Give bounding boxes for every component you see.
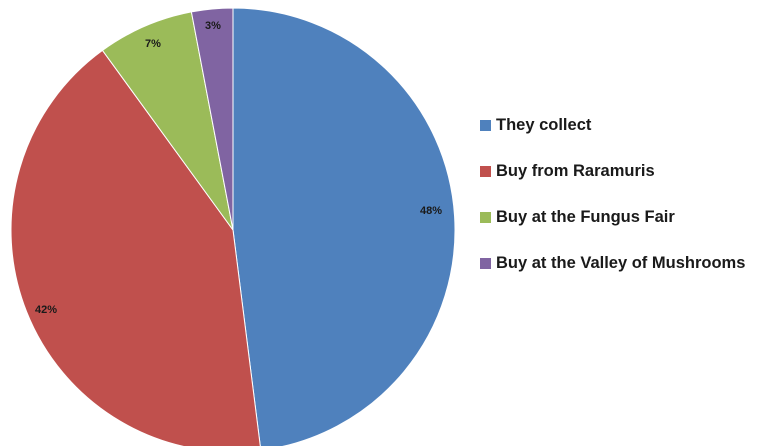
legend-swatch — [480, 119, 491, 131]
pie-slices — [10, 7, 456, 446]
pie-data-labels: 48% 42% 7% 3% — [35, 20, 442, 316]
slice-data-label: 7% — [145, 38, 161, 50]
legend-item: Buy at the Fungus Fair — [480, 206, 745, 228]
legend-label: Buy at the Fungus Fair — [496, 207, 675, 226]
pie-slice-4 — [190, 7, 234, 231]
legend-item: Buy from Raramuris — [480, 160, 745, 182]
legend-label: Buy at the Valley of Mushrooms — [496, 253, 746, 272]
chart-legend: They collect Buy from Raramuris Buy at the… — [480, 114, 745, 298]
legend-item: Buy at the Valley of Mushrooms — [480, 252, 745, 274]
legend-label: They collect — [496, 115, 592, 134]
legend-swatch — [480, 211, 491, 223]
legend-item: They collect — [480, 114, 745, 136]
legend-swatch — [480, 257, 491, 269]
slice-data-label: 3% — [205, 20, 221, 32]
slice-data-label: 48% — [420, 205, 442, 217]
pie-slice-1 — [232, 7, 456, 446]
legend-label: Buy from Raramuris — [496, 161, 655, 180]
slice-data-label: 42% — [35, 304, 57, 316]
legend-swatch — [480, 165, 491, 177]
